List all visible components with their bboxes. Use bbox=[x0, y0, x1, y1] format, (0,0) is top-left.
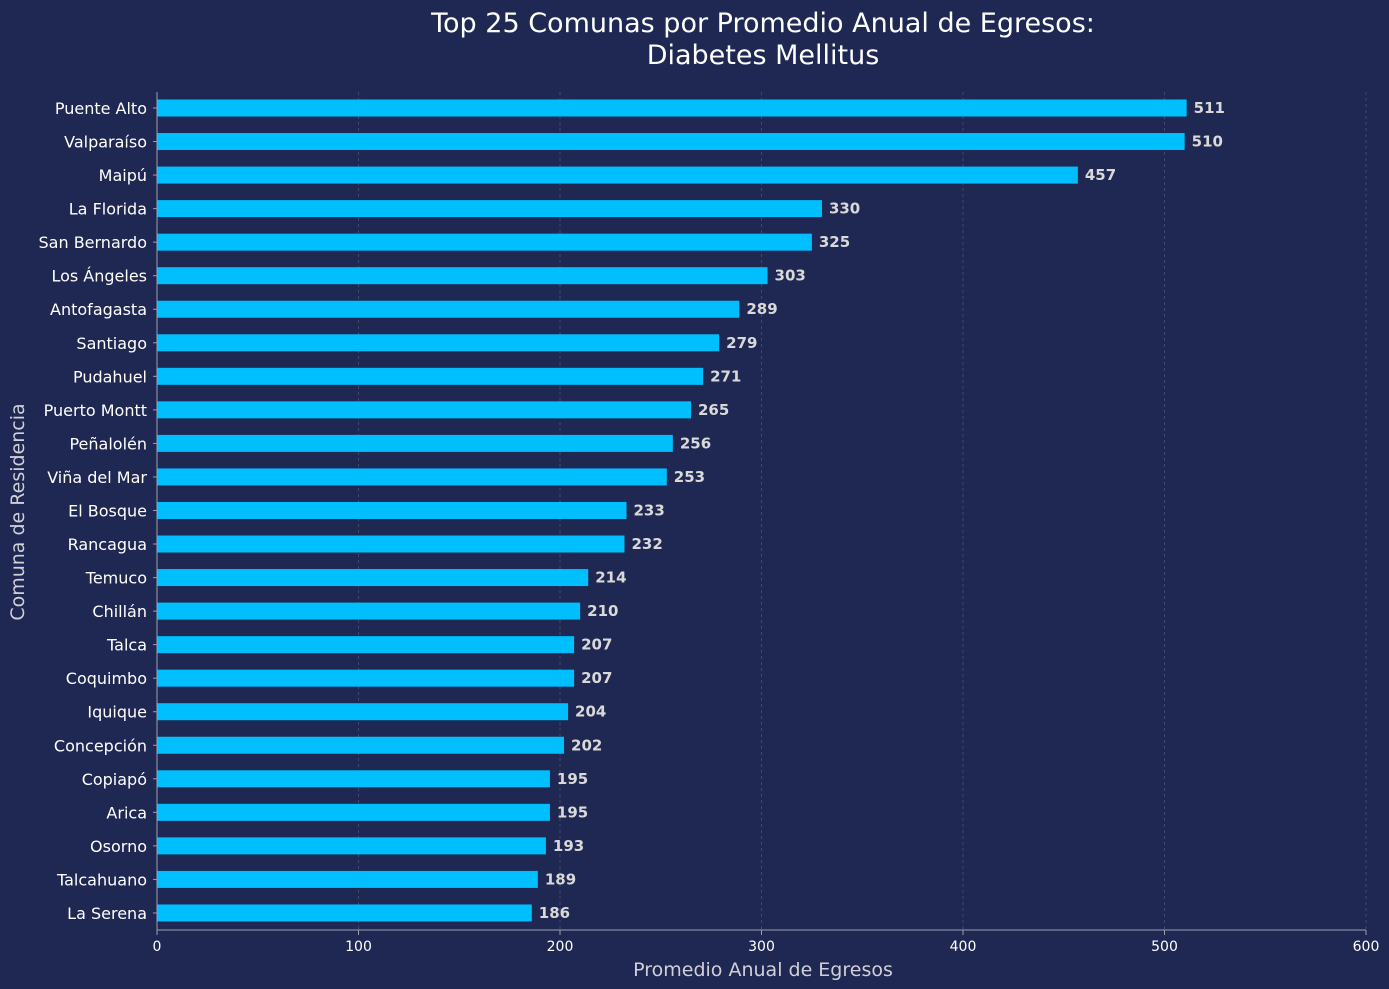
chart-title-line-1: Top 25 Comunas por Promedio Anual de Egr… bbox=[430, 8, 1095, 39]
bar bbox=[157, 501, 627, 519]
category-label: San Bernardo bbox=[39, 233, 148, 252]
value-label: 214 bbox=[595, 569, 626, 587]
category-label: El Bosque bbox=[68, 501, 147, 520]
value-label: 232 bbox=[631, 535, 662, 553]
category-label: Copiapó bbox=[82, 770, 147, 789]
bar bbox=[157, 636, 575, 654]
value-label: 271 bbox=[710, 367, 741, 385]
value-label: 193 bbox=[553, 837, 584, 855]
value-label: 256 bbox=[680, 434, 711, 452]
category-label: Iquique bbox=[87, 703, 147, 722]
value-label: 457 bbox=[1085, 166, 1116, 184]
value-label: 265 bbox=[698, 401, 729, 419]
category-label: La Florida bbox=[69, 200, 147, 219]
category-label: Maipú bbox=[99, 166, 147, 185]
bar bbox=[157, 803, 550, 821]
category-label: Arica bbox=[106, 803, 147, 822]
x-tick-labels: 0 100 200 300 400 500 600 bbox=[153, 930, 1380, 955]
value-label: 511 bbox=[1194, 99, 1225, 117]
x-tick-label: 600 bbox=[1353, 939, 1380, 955]
value-label: 202 bbox=[571, 736, 602, 754]
category-label: Concepción bbox=[54, 736, 147, 755]
x-tick-label: 300 bbox=[748, 939, 775, 955]
chart-title-line-2: Diabetes Mellitus bbox=[647, 40, 880, 71]
category-label: Coquimbo bbox=[66, 669, 147, 688]
x-axis-title: Promedio Anual de Egresos bbox=[633, 959, 893, 981]
bar bbox=[157, 267, 768, 285]
value-label: 207 bbox=[581, 636, 612, 654]
value-label: 204 bbox=[575, 703, 606, 721]
bar bbox=[157, 166, 1078, 184]
value-label: 279 bbox=[726, 334, 757, 352]
category-label: Viña del Mar bbox=[47, 468, 147, 487]
category-label: La Serena bbox=[67, 904, 147, 923]
value-label: 195 bbox=[557, 803, 588, 821]
category-label: Santiago bbox=[76, 334, 147, 353]
grid-lines bbox=[358, 92, 1367, 930]
category-label: Valparaíso bbox=[64, 133, 147, 152]
category-label: Osorno bbox=[90, 837, 147, 856]
x-tick-label: 400 bbox=[950, 939, 977, 955]
category-label: Peñalolén bbox=[69, 434, 147, 453]
bar bbox=[157, 736, 565, 754]
y-axis-title: Comuna de Residencia bbox=[7, 403, 29, 620]
category-label: Talca bbox=[106, 636, 147, 655]
bar bbox=[157, 367, 704, 385]
category-label: Antofagasta bbox=[50, 300, 147, 319]
value-label: 330 bbox=[829, 200, 860, 218]
category-label: Los Ángeles bbox=[51, 267, 147, 286]
value-label: 303 bbox=[775, 267, 806, 285]
bar bbox=[157, 401, 691, 419]
value-label: 186 bbox=[539, 904, 570, 922]
bar bbox=[157, 300, 740, 318]
x-tick-label: 500 bbox=[1151, 939, 1178, 955]
value-label: 189 bbox=[545, 870, 576, 888]
bar bbox=[157, 569, 589, 587]
bar bbox=[157, 200, 822, 218]
bar bbox=[157, 870, 538, 888]
bar bbox=[157, 770, 550, 788]
bar bbox=[157, 468, 667, 486]
category-label: Pudahuel bbox=[73, 367, 147, 386]
x-tick-label: 200 bbox=[547, 939, 574, 955]
category-labels: Puente Alto Valparaíso Maipú La Florida San … bbox=[39, 99, 157, 923]
bar bbox=[157, 669, 575, 687]
x-tick-label: 100 bbox=[345, 939, 372, 955]
bar bbox=[157, 233, 812, 251]
x-tick-label: 0 bbox=[153, 939, 162, 955]
bar bbox=[157, 837, 546, 855]
value-label: 510 bbox=[1192, 133, 1223, 151]
category-label: Puerto Montt bbox=[44, 401, 147, 420]
category-label: Rancagua bbox=[68, 535, 147, 554]
bar bbox=[157, 904, 532, 922]
value-label: 210 bbox=[587, 602, 618, 620]
value-label: 325 bbox=[819, 233, 850, 251]
category-label: Temuco bbox=[85, 569, 147, 588]
bars bbox=[157, 99, 1187, 922]
bar bbox=[157, 99, 1187, 117]
category-label: Puente Alto bbox=[55, 99, 147, 118]
value-label: 207 bbox=[581, 669, 612, 687]
value-label: 195 bbox=[557, 770, 588, 788]
bar bbox=[157, 133, 1185, 151]
bar bbox=[157, 602, 581, 620]
bar bbox=[157, 434, 673, 452]
bar bbox=[157, 334, 720, 352]
bar bbox=[157, 535, 625, 553]
value-label: 233 bbox=[633, 501, 664, 519]
category-label: Chillán bbox=[92, 602, 147, 621]
value-label: 253 bbox=[674, 468, 705, 486]
category-label: Talcahuano bbox=[56, 870, 147, 889]
value-label: 289 bbox=[746, 300, 777, 318]
value-labels: 511 510 457 330 325 303 289 279 271 265 256 253 233 2… bbox=[539, 99, 1225, 922]
bar bbox=[157, 703, 569, 721]
